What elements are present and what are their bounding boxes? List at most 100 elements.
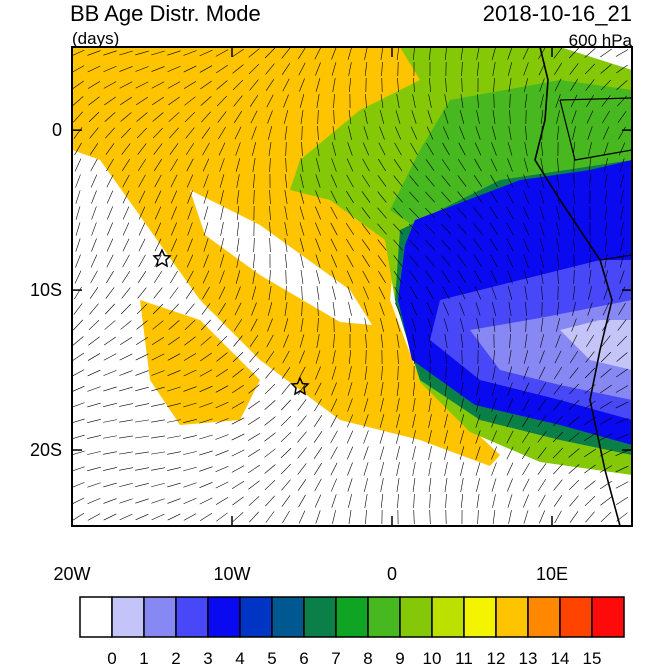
wind-barb xyxy=(187,206,193,220)
wind-barb xyxy=(444,478,448,492)
wind-barb xyxy=(151,386,165,392)
wind-barb xyxy=(521,430,531,444)
wind-barb xyxy=(380,318,384,332)
wind-barb xyxy=(428,382,432,396)
wind-barb xyxy=(330,238,338,252)
wind-barb xyxy=(443,110,449,124)
wind-barb xyxy=(106,174,114,188)
wind-barb xyxy=(120,303,132,315)
wind-barb xyxy=(183,435,197,439)
wind-barb xyxy=(615,465,629,473)
wind-barb xyxy=(525,301,527,317)
wind-barb xyxy=(522,222,530,236)
wind-barb xyxy=(317,317,319,333)
wind-barb xyxy=(87,482,101,488)
wind-barb xyxy=(474,142,482,156)
wind-barb xyxy=(121,270,131,284)
wind-barb xyxy=(444,398,448,412)
wind-barb xyxy=(299,190,305,204)
wind-barb xyxy=(457,223,467,235)
wind-barb xyxy=(301,301,303,317)
wind-barb xyxy=(540,110,544,124)
wind-barb xyxy=(152,320,164,330)
wind-barb xyxy=(167,50,181,56)
wind-barb xyxy=(523,174,529,188)
wind-barb xyxy=(107,206,113,220)
wind-barb xyxy=(167,467,181,471)
wind-barb xyxy=(426,286,434,300)
wind-barb xyxy=(280,415,292,427)
wind-barb xyxy=(619,174,625,188)
wind-barb xyxy=(429,509,431,525)
colorbar-box xyxy=(143,596,177,638)
wind-barb xyxy=(74,158,82,172)
wind-barb xyxy=(396,446,400,460)
wind-barb xyxy=(600,351,612,363)
wind-barb xyxy=(252,158,256,172)
wind-barb xyxy=(364,318,368,332)
wind-barb xyxy=(459,318,465,332)
wind-barb xyxy=(280,463,292,475)
wind-barb xyxy=(474,270,482,284)
wind-barb xyxy=(364,382,368,396)
wind-barb xyxy=(620,190,624,204)
wind-barb xyxy=(231,417,245,425)
wind-barb xyxy=(184,96,196,106)
wind-barb xyxy=(589,253,591,269)
wind-barb xyxy=(281,367,291,379)
wind-barb xyxy=(378,270,386,284)
wind-barb xyxy=(620,238,624,252)
wind-barb xyxy=(200,352,212,362)
wind-barb xyxy=(393,239,403,251)
wind-barb xyxy=(233,95,243,107)
wind-barb xyxy=(249,94,259,108)
wind-barb xyxy=(89,127,99,139)
wind-barb xyxy=(233,318,243,332)
wind-barb xyxy=(604,158,608,172)
wind-barb xyxy=(72,369,85,377)
wind-barb xyxy=(537,415,547,427)
map-field xyxy=(72,47,632,526)
wind-barb xyxy=(441,239,451,251)
wind-barb xyxy=(428,94,432,108)
wind-barb xyxy=(167,370,181,376)
age-1-region xyxy=(560,320,632,370)
wind-barb xyxy=(264,464,276,474)
wind-barb xyxy=(584,63,596,75)
wind-barb xyxy=(586,94,594,108)
wind-barb xyxy=(267,126,273,140)
wind-barb xyxy=(231,384,245,394)
wind-barb xyxy=(89,142,99,156)
colorbar-label: 9 xyxy=(395,649,404,667)
wind-barb xyxy=(220,206,224,220)
wind-barb xyxy=(301,141,303,157)
wind-barb xyxy=(524,286,528,300)
wind-barb xyxy=(202,158,210,172)
wind-barb xyxy=(555,334,561,348)
wind-barb xyxy=(265,351,275,363)
wind-barb xyxy=(491,398,497,412)
wind-barb xyxy=(317,125,319,141)
wind-barb xyxy=(315,78,321,92)
wind-barb xyxy=(408,223,420,235)
wind-barb xyxy=(444,446,448,460)
wind-barb xyxy=(151,435,165,439)
wind-barb xyxy=(362,286,370,300)
wind-barb xyxy=(409,255,419,267)
wind-barb xyxy=(523,270,529,284)
wind-barb xyxy=(330,206,338,220)
wind-barb xyxy=(604,190,608,204)
wind-barb xyxy=(264,432,276,442)
wind-barb xyxy=(537,431,547,443)
wind-barb xyxy=(268,286,272,300)
wind-barb xyxy=(135,435,149,439)
wind-barb xyxy=(508,126,512,140)
wind-barb xyxy=(361,207,371,219)
wind-barb xyxy=(377,223,387,235)
wind-barb xyxy=(425,191,435,203)
wind-barb xyxy=(90,174,98,188)
wind-barb xyxy=(154,174,162,188)
wind-barb xyxy=(105,143,115,155)
wind-barb xyxy=(506,206,514,220)
wind-barb xyxy=(169,143,179,155)
